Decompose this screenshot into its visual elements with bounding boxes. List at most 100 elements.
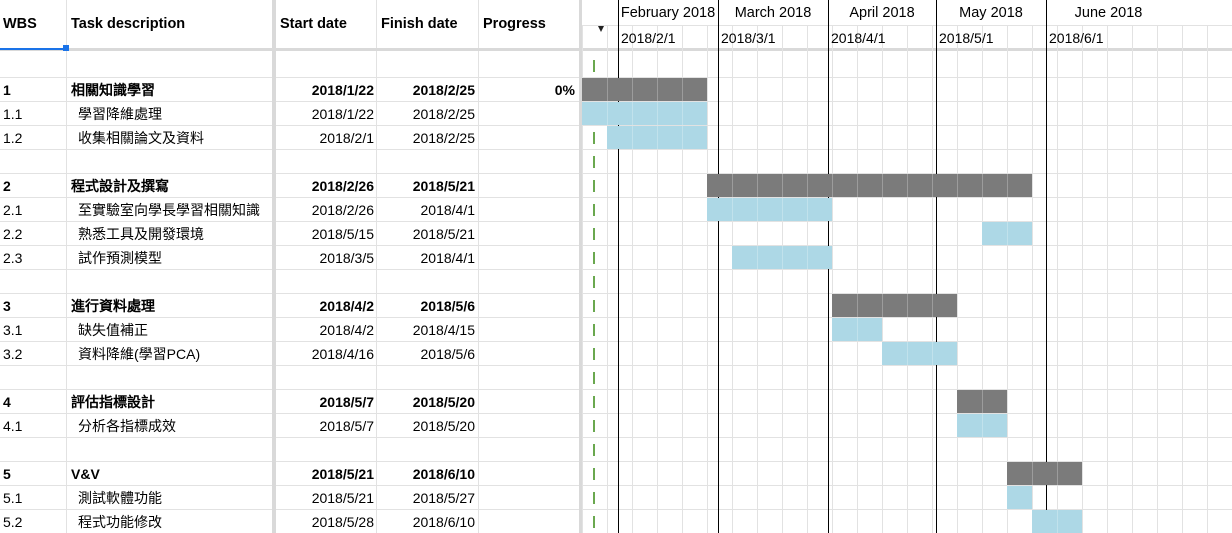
- wbs-cell[interactable]: 5: [3, 466, 11, 482]
- wbs-cell[interactable]: 2: [3, 178, 11, 194]
- task-bar[interactable]: [707, 198, 832, 221]
- progress-cell[interactable]: 0%: [554, 82, 575, 98]
- header-start-date[interactable]: Start date: [280, 16, 347, 32]
- task-description-cell[interactable]: 至實驗室向學長學習相關知識: [78, 202, 260, 218]
- wbs-cell[interactable]: 1.2: [3, 130, 23, 146]
- start-date-cell[interactable]: 2018/2/26: [311, 178, 374, 194]
- start-date-cell[interactable]: 2018/1/22: [311, 106, 374, 122]
- task-bar[interactable]: [982, 222, 1032, 245]
- finish-date-cell[interactable]: 2018/2/25: [412, 130, 475, 146]
- task-description-cell[interactable]: 學習降維處理: [78, 106, 162, 122]
- start-date-cell[interactable]: 2018/5/15: [311, 226, 374, 242]
- summary-bar[interactable]: [832, 294, 957, 317]
- start-date-cell[interactable]: 2018/5/21: [311, 490, 374, 506]
- gridline-horizontal: [0, 485, 1232, 486]
- bar-week-segment: [632, 126, 633, 149]
- bar-week-segment: [632, 78, 633, 101]
- finish-date-cell[interactable]: 2018/5/21: [412, 226, 475, 242]
- gridline-vertical: [1182, 25, 1183, 533]
- task-description-cell[interactable]: 熟悉工具及開發環境: [78, 226, 204, 242]
- task-description-cell[interactable]: 試作預測模型: [78, 250, 162, 266]
- week-start-date: 2018/3/1: [721, 30, 776, 46]
- wbs-cell[interactable]: 4: [3, 394, 11, 410]
- start-date-cell[interactable]: 2018/4/2: [319, 298, 375, 314]
- header-wbs[interactable]: WBS: [3, 16, 37, 32]
- start-date-cell[interactable]: 2018/1/22: [311, 82, 374, 98]
- summary-bar[interactable]: [582, 78, 707, 101]
- start-date-cell[interactable]: 2018/5/7: [319, 418, 375, 434]
- finish-date-cell[interactable]: 2018/4/1: [420, 250, 476, 266]
- start-date-cell[interactable]: 2018/5/21: [311, 466, 374, 482]
- task-description-cell[interactable]: 程式功能修改: [78, 514, 162, 530]
- wbs-cell[interactable]: 4.1: [3, 418, 23, 434]
- wbs-cell[interactable]: 2.2: [3, 226, 23, 242]
- finish-date-cell[interactable]: 2018/2/25: [412, 82, 475, 98]
- start-date-cell[interactable]: 2018/3/5: [319, 250, 375, 266]
- task-description-cell[interactable]: V&V: [71, 466, 100, 482]
- today-marker: [593, 492, 595, 504]
- start-date-cell[interactable]: 2018/2/26: [311, 202, 374, 218]
- today-marker: [593, 372, 595, 384]
- today-marker: [593, 180, 595, 192]
- summary-bar[interactable]: [1007, 462, 1082, 485]
- task-description-cell[interactable]: 進行資料處理: [71, 298, 155, 314]
- finish-date-cell[interactable]: 2018/4/1: [420, 202, 476, 218]
- task-description-cell[interactable]: 相關知識學習: [71, 82, 155, 98]
- header-progress[interactable]: Progress: [483, 16, 546, 32]
- header-finish-date[interactable]: Finish date: [381, 16, 458, 32]
- task-bar[interactable]: [832, 318, 882, 341]
- gridline-vertical: [1057, 25, 1058, 533]
- task-description-cell[interactable]: 程式設計及撰寫: [71, 178, 169, 194]
- bar-week-segment: [782, 174, 783, 197]
- task-description-cell[interactable]: 收集相關論文及資料: [78, 130, 204, 146]
- start-date-cell[interactable]: 2018/5/28: [311, 514, 374, 530]
- summary-bar[interactable]: [957, 390, 1007, 413]
- finish-date-cell[interactable]: 2018/4/15: [412, 322, 475, 338]
- wbs-cell[interactable]: 1: [3, 82, 11, 98]
- finish-date-cell[interactable]: 2018/5/27: [412, 490, 475, 506]
- wbs-cell[interactable]: 5.1: [3, 490, 23, 506]
- task-bar[interactable]: [957, 414, 1007, 437]
- filter-indicator-icon[interactable]: [598, 26, 604, 32]
- task-bar[interactable]: [882, 342, 957, 365]
- finish-date-cell[interactable]: 2018/5/20: [412, 418, 475, 434]
- wbs-cell[interactable]: 2.3: [3, 250, 23, 266]
- task-description-cell[interactable]: 測試軟體功能: [78, 490, 162, 506]
- wbs-cell[interactable]: 3: [3, 298, 11, 314]
- start-date-cell[interactable]: 2018/5/7: [319, 394, 375, 410]
- task-description-cell[interactable]: 分析各指標成效: [78, 418, 176, 434]
- wbs-cell[interactable]: 5.2: [3, 514, 23, 530]
- summary-bar[interactable]: [707, 174, 1032, 197]
- bar-week-segment: [607, 78, 608, 101]
- task-bar[interactable]: [732, 246, 832, 269]
- finish-date-cell[interactable]: 2018/2/25: [412, 106, 475, 122]
- task-bar[interactable]: [1032, 510, 1082, 533]
- task-description-cell[interactable]: 缺失值補正: [78, 322, 148, 338]
- task-bar[interactable]: [607, 126, 707, 149]
- start-date-cell[interactable]: 2018/2/1: [319, 130, 375, 146]
- wbs-cell[interactable]: 2.1: [3, 202, 23, 218]
- wbs-cell[interactable]: 1.1: [3, 106, 23, 122]
- wbs-cell[interactable]: 3.2: [3, 346, 23, 362]
- task-bar[interactable]: [582, 102, 707, 125]
- task-bar[interactable]: [1007, 486, 1032, 509]
- selection-fill-handle[interactable]: [63, 45, 69, 51]
- wbs-cell[interactable]: 3.1: [3, 322, 23, 338]
- start-date-cell[interactable]: 2018/4/2: [319, 322, 375, 338]
- task-description-cell[interactable]: 評估指標設計: [71, 394, 155, 410]
- task-description-cell[interactable]: 資料降維(學習PCA): [78, 346, 201, 362]
- finish-date-cell[interactable]: 2018/6/10: [412, 466, 475, 482]
- finish-date-cell[interactable]: 2018/5/21: [412, 178, 475, 194]
- gridline-horizontal: [0, 101, 1232, 102]
- start-date-cell[interactable]: 2018/4/16: [311, 346, 374, 362]
- gridline-horizontal: [0, 365, 1232, 366]
- header-task-description[interactable]: Task description: [71, 16, 186, 32]
- month-label: February 2018: [620, 5, 716, 21]
- finish-date-cell[interactable]: 2018/6/10: [412, 514, 475, 530]
- gridline-vertical: [582, 25, 583, 533]
- week-start-date: 2018/5/1: [939, 30, 994, 46]
- finish-date-cell[interactable]: 2018/5/6: [420, 346, 476, 362]
- finish-date-cell[interactable]: 2018/5/6: [420, 298, 476, 314]
- finish-date-cell[interactable]: 2018/5/20: [412, 394, 475, 410]
